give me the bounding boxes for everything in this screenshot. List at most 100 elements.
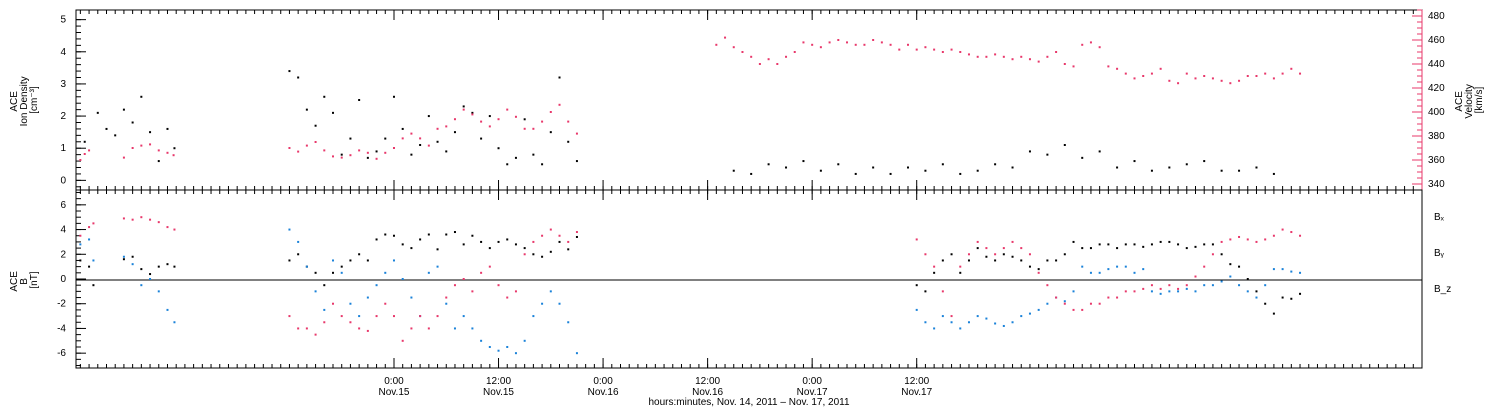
data-point [1124, 72, 1127, 75]
density-tick-label: 4 [60, 47, 66, 58]
data-point [445, 296, 448, 299]
legend-entry: Bᵧ [1434, 248, 1445, 259]
data-point [1203, 243, 1206, 246]
data-point [1046, 284, 1049, 287]
data-point [1211, 243, 1214, 246]
data-point [375, 315, 378, 318]
data-point [532, 240, 535, 243]
data-point [96, 111, 99, 114]
data-point [941, 163, 944, 166]
data-point [950, 321, 953, 324]
magnetic-field-panel: -6 -4 -2 0 2 4 6 ACE B [nT] Bₓ Bᵧ B_z [9, 189, 1451, 369]
data-point [994, 259, 997, 262]
data-point [514, 290, 517, 293]
data-point [1194, 290, 1197, 293]
data-point [427, 115, 430, 118]
velocity-tick-label: 400 [1428, 107, 1445, 118]
data-point [906, 166, 909, 169]
data-point [959, 265, 962, 268]
data-point [157, 221, 160, 224]
data-point [358, 99, 361, 101]
data-point [471, 113, 474, 116]
data-point [1150, 169, 1153, 172]
data-point [1299, 234, 1302, 237]
data-point [863, 43, 866, 46]
data-point [1063, 253, 1066, 256]
b-tick-label: 2 [60, 249, 66, 260]
data-point [453, 231, 456, 234]
data-point [497, 240, 500, 243]
data-point [1238, 265, 1241, 268]
time-axis: 0:00Nov.1512:00Nov.150:00Nov.1612:00Nov.… [79, 10, 1414, 398]
data-point [1116, 247, 1119, 250]
density-tick-label: 3 [60, 79, 66, 90]
data-point [445, 125, 448, 128]
data-point [1055, 51, 1058, 53]
b-tick-label: -2 [57, 299, 66, 310]
data-point [950, 48, 953, 51]
legend-entry: B_z [1434, 284, 1451, 295]
data-point [401, 243, 404, 246]
data-point [497, 147, 500, 150]
data-point [1072, 308, 1075, 311]
data-point [1290, 270, 1293, 273]
data-point [297, 253, 300, 256]
data-point [880, 41, 883, 44]
data-point [497, 118, 500, 121]
data-point [1290, 231, 1293, 234]
data-point [872, 39, 875, 41]
data-point [1264, 302, 1267, 305]
data-point [358, 327, 361, 330]
data-point [1299, 271, 1302, 274]
data-point [541, 255, 544, 258]
data-point [985, 55, 988, 58]
data-point [959, 51, 962, 53]
data-point [1272, 312, 1275, 315]
data-point [1299, 72, 1302, 75]
data-point [1124, 265, 1127, 268]
data-point [1150, 243, 1153, 246]
data-point [471, 327, 474, 330]
data-point [375, 157, 378, 160]
data-point [288, 228, 291, 231]
data-point [1177, 290, 1180, 293]
data-point [1159, 67, 1162, 70]
data-point [349, 154, 352, 157]
data-point [1272, 77, 1275, 80]
data-point [724, 36, 727, 39]
data-point [1255, 296, 1258, 299]
data-point [1063, 302, 1066, 305]
time-tick-label: 0:00 [802, 376, 822, 387]
data-point [1203, 75, 1206, 77]
data-point [332, 111, 335, 114]
data-point [1028, 58, 1031, 61]
data-point [340, 315, 343, 318]
data-point [1142, 75, 1145, 77]
data-point [1107, 268, 1110, 271]
data-point [114, 134, 117, 137]
data-point [349, 321, 352, 324]
data-point [1246, 290, 1249, 293]
data-point [1116, 67, 1119, 70]
data-point [401, 339, 404, 342]
data-point [149, 218, 152, 221]
data-point [1220, 240, 1223, 243]
data-point [131, 218, 134, 221]
data-point [941, 51, 944, 53]
data-point [1055, 259, 1058, 262]
bottom-panel-points [79, 216, 1302, 355]
data-point [776, 63, 779, 65]
date-tick-label: Nov.15 [379, 387, 410, 398]
data-point [410, 132, 413, 135]
data-point [366, 151, 369, 154]
data-point [140, 144, 143, 147]
data-point [314, 290, 317, 293]
data-point [392, 234, 395, 237]
density-axis: 0 1 2 3 4 5 [60, 15, 86, 188]
data-point [140, 284, 143, 287]
data-point [1229, 82, 1232, 85]
data-point [1081, 156, 1084, 159]
data-point [1116, 166, 1119, 169]
data-point [332, 302, 335, 305]
data-point [173, 265, 176, 268]
